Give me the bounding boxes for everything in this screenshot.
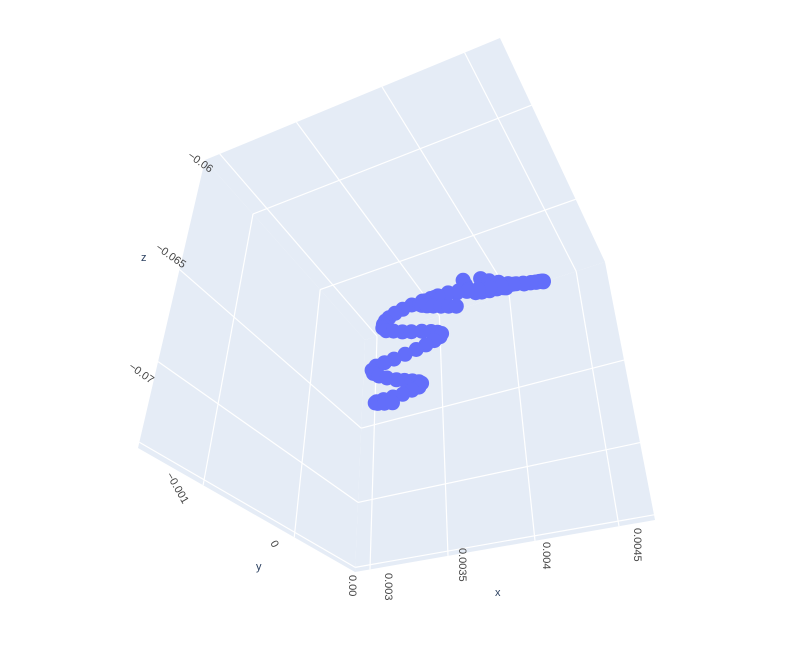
z-gridline-left-1 [157,361,359,503]
y-gridline-0 [202,213,254,486]
z-gridline-right-1 [357,442,641,503]
data-point-94 [448,298,464,314]
y-tick-label-1: 0 [267,539,280,550]
z-tick-label-0: −0.06 [185,150,215,176]
back-pane-left [138,160,365,572]
scene-panes [138,38,655,572]
x-floor-gridline-2 [381,86,510,294]
x-tick-label-1: 0.0035 [456,548,468,582]
x-axis-title: x [495,587,501,599]
x-floor-gridline-3 [464,52,577,272]
marker-layer [364,271,551,411]
data-point-80 [470,282,486,298]
z-tick-label-1: −0.065 [153,242,188,271]
y-tick-label-0: −0.001 [163,471,190,506]
x-tick-label-3: 0.0045 [631,528,643,562]
y-floor-gridline-1 [319,198,576,291]
y-gridline-1 [293,289,321,538]
z-gridline-left-2 [179,268,362,429]
y-floor-gridline-0 [252,104,532,215]
x-tick-label-partial: 0.00 [346,575,358,596]
x-floor-gridline-0 [219,153,378,337]
floor-pane [205,38,605,340]
data-point-79 [482,280,498,296]
x-tick-label-2: 0.004 [540,542,552,570]
data-point-78 [493,278,509,294]
z-axis-title: z [141,252,147,264]
data-point-58 [385,395,400,411]
data-point-77 [505,276,521,292]
x-gridline-2 [508,293,536,541]
z-tick-label-2: −0.07 [126,361,156,387]
axis-title-layer: x y z [141,252,501,599]
z-gridline-left-0 [139,441,356,568]
z-gridline-right-0 [355,514,655,568]
x-floor-gridline-1 [295,121,440,317]
y-axis-title: y [256,561,262,573]
x-gridline-1 [438,315,449,556]
x-tick-label-0: 0.003 [382,573,394,601]
z-gridline-right-2 [361,359,625,429]
x-gridline-3 [575,271,620,527]
